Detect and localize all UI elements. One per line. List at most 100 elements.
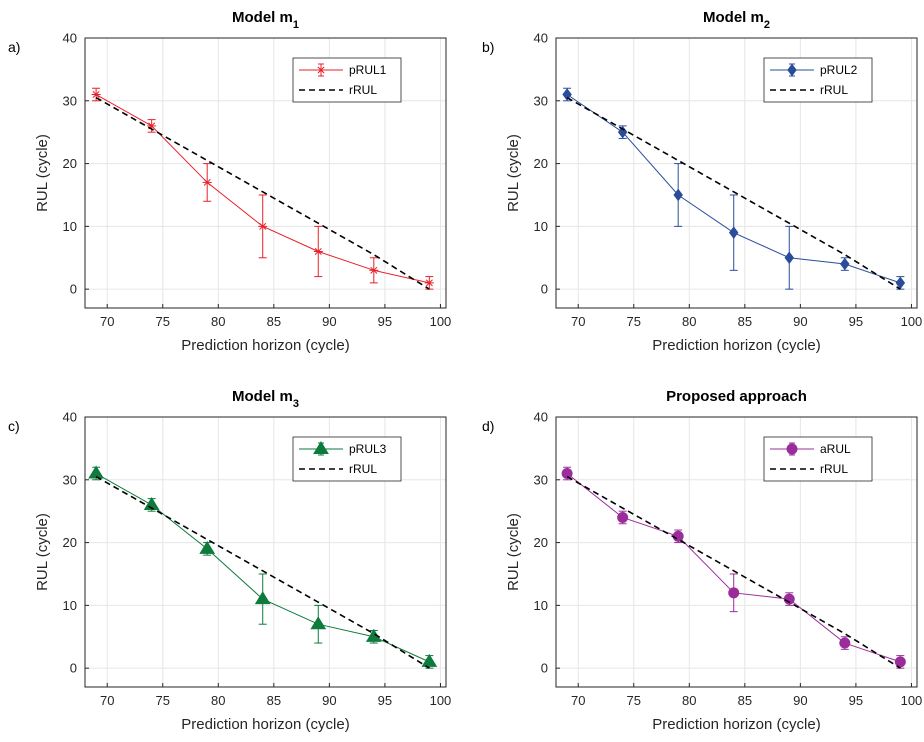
- y-tick-label: 10: [534, 219, 548, 234]
- panel-letter: d): [482, 418, 494, 434]
- y-tick-label: 30: [63, 93, 77, 108]
- data-point: [562, 88, 572, 101]
- axes-box: [555, 37, 918, 309]
- x-tick-label: 95: [378, 693, 392, 708]
- data-point: [199, 540, 216, 554]
- x-tick-label: 90: [322, 314, 336, 329]
- legend-marker: [787, 63, 797, 77]
- data-point: [91, 91, 101, 99]
- data-point: [840, 257, 850, 271]
- legend-marker: [313, 441, 329, 455]
- legend-label: aRUL: [820, 442, 851, 456]
- chart-panel: 70 75 80 85 90 95 100 0 10 20 30 40 Prediction horiz…: [482, 388, 922, 733]
- data-point: [369, 266, 379, 274]
- x-tick-label: 100: [901, 693, 923, 708]
- x-tick-label: 80: [211, 314, 225, 329]
- x-tick-label: 85: [267, 314, 281, 329]
- data-point: [202, 178, 212, 186]
- x-tick-label: 70: [100, 693, 114, 708]
- axes-box: [555, 416, 918, 688]
- data-point: [258, 222, 268, 230]
- x-tick-label: 75: [627, 693, 641, 708]
- chart-panel: 70 75 80 85 90 95 100 0 10 20 30 40 Prediction horiz…: [8, 9, 451, 354]
- x-tick-label: 95: [849, 693, 863, 708]
- axes-box: [84, 37, 447, 309]
- data-point: [784, 251, 795, 265]
- panel-letter: b): [482, 39, 494, 55]
- x-tick-label: 70: [571, 314, 585, 329]
- x-tick-label: 70: [100, 314, 114, 329]
- axes-box: [84, 416, 447, 688]
- y-tick-label: 0: [541, 661, 548, 676]
- panel-letter: a): [8, 39, 20, 55]
- legend: pRUL2 rRUL: [763, 57, 873, 103]
- y-axis-label: RUL (cycle): [34, 513, 51, 591]
- legend-label: pRUL1: [349, 63, 387, 77]
- y-tick-label: 40: [534, 410, 548, 425]
- legend-label: rRUL: [349, 83, 377, 97]
- legend-label: pRUL2: [820, 63, 858, 77]
- x-tick-label: 90: [322, 693, 336, 708]
- data-point: [421, 653, 438, 667]
- legend-marker: [316, 66, 326, 74]
- data-point: [561, 468, 573, 480]
- y-tick-label: 10: [534, 598, 548, 613]
- legend-marker: [786, 443, 798, 455]
- x-tick-label: 95: [849, 314, 863, 329]
- legend: aRUL rRUL: [763, 436, 873, 482]
- y-tick-label: 20: [534, 156, 548, 171]
- chart-title: Proposed approach: [666, 388, 807, 405]
- legend-box: [763, 436, 873, 482]
- y-tick-label: 10: [63, 219, 77, 234]
- legend: pRUL1 rRUL: [292, 57, 402, 103]
- legend-label: rRUL: [820, 83, 848, 97]
- x-tick-label: 80: [682, 314, 696, 329]
- panel-letter: c): [8, 418, 20, 434]
- data-point: [254, 591, 271, 605]
- chart-title-subscript: 1: [293, 19, 299, 31]
- y-tick-label: 40: [63, 31, 77, 46]
- chart-title: Model m1: [232, 9, 299, 31]
- x-tick-label: 100: [901, 314, 923, 329]
- legend-label: pRUL3: [349, 442, 387, 456]
- y-tick-label: 20: [63, 156, 77, 171]
- y-tick-label: 30: [63, 472, 77, 487]
- y-tick-label: 20: [534, 535, 548, 550]
- x-axis-label: Prediction horizon (cycle): [181, 716, 349, 733]
- x-tick-label: 90: [793, 693, 807, 708]
- series-line-dashed: [566, 475, 901, 669]
- y-axis-label: RUL (cycle): [34, 134, 51, 212]
- x-tick-label: 80: [682, 693, 696, 708]
- legend-box: [292, 436, 402, 482]
- y-tick-label: 30: [534, 472, 548, 487]
- x-tick-label: 85: [738, 314, 752, 329]
- data-point: [672, 530, 684, 542]
- legend-box: [763, 57, 873, 103]
- data-point: [894, 656, 906, 668]
- y-tick-label: 10: [63, 598, 77, 613]
- legend-label: rRUL: [820, 462, 848, 476]
- x-axis-label: Prediction horizon (cycle): [181, 337, 349, 354]
- y-tick-label: 30: [534, 93, 548, 108]
- x-tick-label: 95: [378, 314, 392, 329]
- chart-panel: 70 75 80 85 90 95 100 0 10 20 30 40 Prediction horiz…: [482, 9, 922, 354]
- series-line-dashed: [566, 96, 901, 290]
- data-point: [617, 511, 629, 523]
- data-point: [839, 637, 851, 649]
- chart-title-subscript: 2: [764, 19, 770, 31]
- x-axis-label: Prediction horizon (cycle): [652, 716, 820, 733]
- x-tick-label: 70: [571, 693, 585, 708]
- y-tick-label: 20: [63, 535, 77, 550]
- x-tick-label: 85: [738, 693, 752, 708]
- x-axis-label: Prediction horizon (cycle): [652, 337, 820, 354]
- chart-title: Model m3: [232, 388, 299, 410]
- chart-title: Model m2: [703, 9, 770, 31]
- data-point: [88, 465, 104, 479]
- y-tick-label: 0: [70, 282, 77, 297]
- y-tick-label: 0: [70, 661, 77, 676]
- data-point: [424, 279, 434, 287]
- x-tick-label: 75: [156, 693, 170, 708]
- y-tick-label: 40: [534, 31, 548, 46]
- y-axis-label: RUL (cycle): [505, 134, 522, 212]
